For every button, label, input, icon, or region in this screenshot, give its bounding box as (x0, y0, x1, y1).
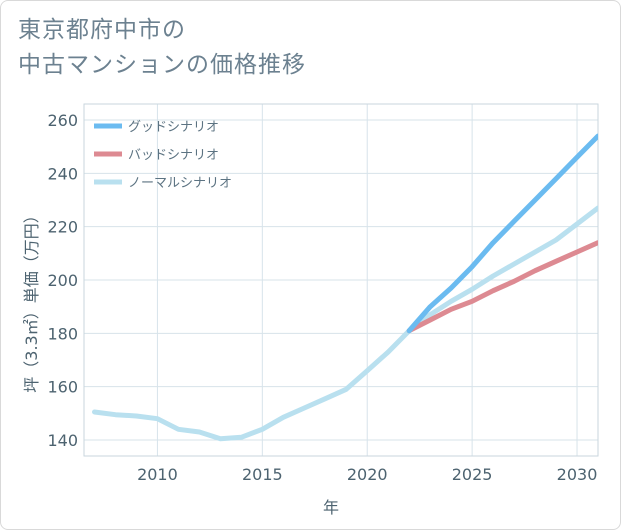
grid (84, 104, 598, 456)
legend-label: グッドシナリオ (128, 120, 219, 135)
legend-label: バッドシナリオ (128, 148, 219, 163)
legend-label: ノーマルシナリオ (128, 176, 232, 191)
x-axis-title: 年 (323, 498, 339, 517)
y-tick-label: 140 (47, 431, 78, 450)
x-tick-label: 2015 (242, 465, 283, 484)
y-tick-label: 200 (47, 271, 78, 290)
x-tick-label: 2030 (557, 465, 598, 484)
series-line-1 (406, 240, 598, 334)
y-tick-label: 240 (47, 164, 78, 183)
y-tick-label: 180 (47, 324, 78, 343)
tick-labels: 2010 2015 2020 2025 2030 140 160 180 200 220 240 26… (47, 111, 597, 484)
chart-title-line-1: 東京都府中市の (18, 17, 186, 43)
plot-frame (83, 103, 599, 457)
x-tick-label: 2025 (452, 465, 493, 484)
y-tick-label: 260 (47, 111, 78, 130)
series-lines (92, 133, 598, 442)
chart-title-line-2: 中古マンションの価格推移 (18, 52, 306, 78)
x-tick-label: 2010 (137, 465, 178, 484)
y-tick-label: 160 (47, 378, 78, 397)
y-axis-title: 坪（3.3㎡）単価（万円） (22, 207, 41, 392)
chart-title: 東京都府中市の 中古マンションの価格推移 (18, 13, 306, 83)
y-tick-label: 220 (47, 218, 78, 237)
series-line-0 (406, 133, 598, 334)
x-tick-label: 2020 (347, 465, 388, 484)
series-line-2 (92, 205, 598, 442)
